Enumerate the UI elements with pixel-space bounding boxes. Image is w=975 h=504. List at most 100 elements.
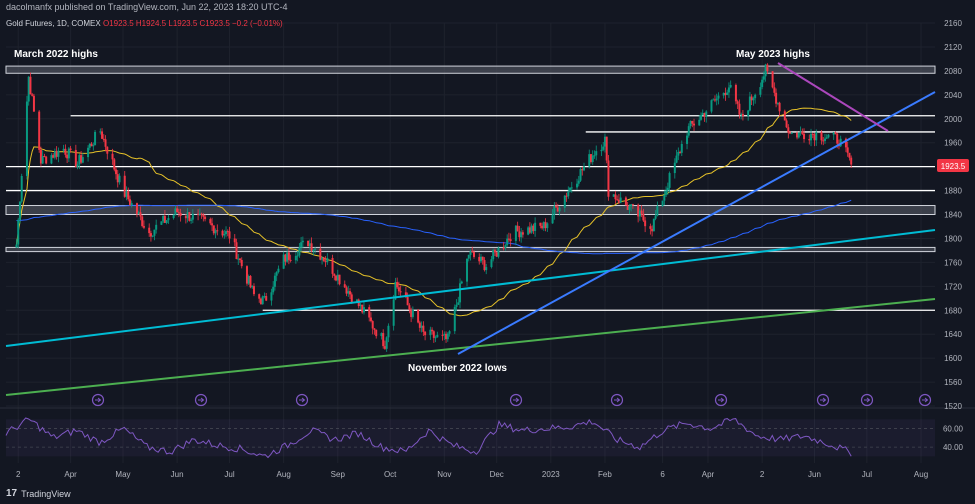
arrow-right-icon	[95, 397, 102, 403]
candle-body	[797, 132, 800, 138]
candle-body	[396, 281, 399, 288]
candle-body	[661, 200, 664, 206]
candle-body	[654, 215, 657, 219]
candle-body	[190, 219, 193, 221]
candle-body	[321, 257, 324, 260]
candle-body	[467, 254, 470, 259]
candle-body	[495, 252, 498, 257]
arrow-right-icon	[198, 397, 205, 403]
candle-body	[748, 96, 751, 111]
candle-body	[710, 100, 713, 112]
earnings-event-icon[interactable]	[816, 393, 830, 407]
candle-body	[558, 207, 561, 212]
event-circle	[816, 393, 830, 407]
candle-body	[368, 307, 371, 318]
candle-body	[385, 337, 388, 349]
price-tick-label: 2160	[944, 19, 962, 28]
candle-body	[62, 148, 65, 151]
candle-body	[80, 155, 83, 163]
time-tick-label: May	[115, 470, 130, 479]
annotations: March 2022 highs May 2023 highs November…	[14, 49, 810, 374]
candle-body	[705, 111, 708, 117]
arrow-right-icon	[922, 397, 929, 403]
time-tick-label: Aug	[277, 470, 291, 479]
candle-body	[790, 132, 793, 134]
candle-body	[673, 162, 676, 174]
event-circle	[860, 393, 874, 407]
candle-body	[544, 222, 547, 229]
candle-body	[252, 286, 255, 295]
candle-body	[553, 205, 556, 215]
earnings-event-icon[interactable]	[295, 393, 309, 407]
candle-body	[176, 208, 179, 213]
candle-body	[81, 157, 84, 163]
candle-body	[45, 156, 48, 164]
candle-body	[846, 147, 849, 153]
candle-body	[497, 247, 500, 257]
earnings-event-icon[interactable]	[91, 393, 105, 407]
candle-body	[296, 255, 299, 257]
candle-body	[747, 110, 750, 117]
candle-body	[642, 213, 645, 221]
candle-body	[569, 187, 572, 192]
candle-body	[163, 215, 166, 223]
earnings-event-icon[interactable]	[509, 393, 523, 407]
candle-body	[151, 235, 154, 237]
candle-body	[459, 283, 462, 303]
candle-body	[27, 76, 30, 102]
candle-body	[259, 298, 262, 305]
candle-body	[289, 259, 292, 261]
candle-body	[57, 150, 60, 157]
candle-body	[410, 309, 413, 317]
candle-body	[602, 146, 605, 150]
candle-body	[483, 260, 486, 271]
candle-body	[177, 212, 180, 214]
candle-body	[799, 131, 802, 133]
time-axis[interactable]: 2 Apr May Jun Jul Aug Sep Oct Nov Dec 2023 Feb 6 Apr 2…	[16, 470, 928, 479]
candle-body	[551, 214, 554, 224]
time-tick-label: Apr	[702, 470, 715, 479]
symbol-name[interactable]: Gold Futures, 1D, COMEX	[6, 19, 101, 28]
candle-body	[726, 92, 729, 96]
candle-body	[359, 304, 362, 307]
arrow-right-icon	[718, 397, 725, 403]
earnings-event-icon[interactable]	[194, 393, 208, 407]
event-markers[interactable]	[91, 393, 932, 407]
candle-body	[15, 244, 18, 248]
candle-body	[272, 286, 275, 293]
tradingview-logo[interactable]: 17 TradingView	[6, 488, 71, 499]
candle-body	[66, 154, 69, 159]
candle-body	[200, 213, 203, 215]
candle-body	[261, 296, 264, 305]
candle-body	[111, 153, 114, 160]
candle-body	[759, 87, 762, 95]
candle-body	[404, 292, 407, 298]
candle-body	[319, 248, 322, 260]
candle-body	[528, 227, 531, 233]
candle-body	[455, 304, 458, 307]
candle-body	[125, 191, 128, 197]
price-tick-label: 1680	[944, 306, 962, 315]
annotation-november-2022-lows: November 2022 lows	[408, 363, 507, 374]
ma-50-line	[16, 107, 852, 317]
annotation-march-2022-highs: March 2022 highs	[14, 49, 98, 60]
candle-body	[191, 213, 194, 220]
candle-body	[116, 174, 119, 183]
last-price-tag-bg	[937, 159, 969, 172]
candle-body	[563, 195, 566, 208]
earnings-event-icon[interactable]	[714, 393, 728, 407]
dividend-event-icon[interactable]	[860, 393, 874, 407]
candle-body	[331, 257, 334, 274]
annotation-may-2023-highs: May 2023 highs	[736, 49, 810, 60]
candle-body	[235, 242, 238, 260]
price-tick-label: 1720	[944, 282, 962, 291]
candle-body	[839, 138, 842, 147]
candle-body	[689, 120, 692, 127]
candle-body	[583, 166, 586, 171]
earnings-event-icon[interactable]	[918, 393, 932, 407]
candle-body	[31, 94, 34, 96]
candle-body	[445, 333, 448, 340]
earnings-event-icon[interactable]	[610, 393, 624, 407]
candle-body	[775, 92, 778, 104]
